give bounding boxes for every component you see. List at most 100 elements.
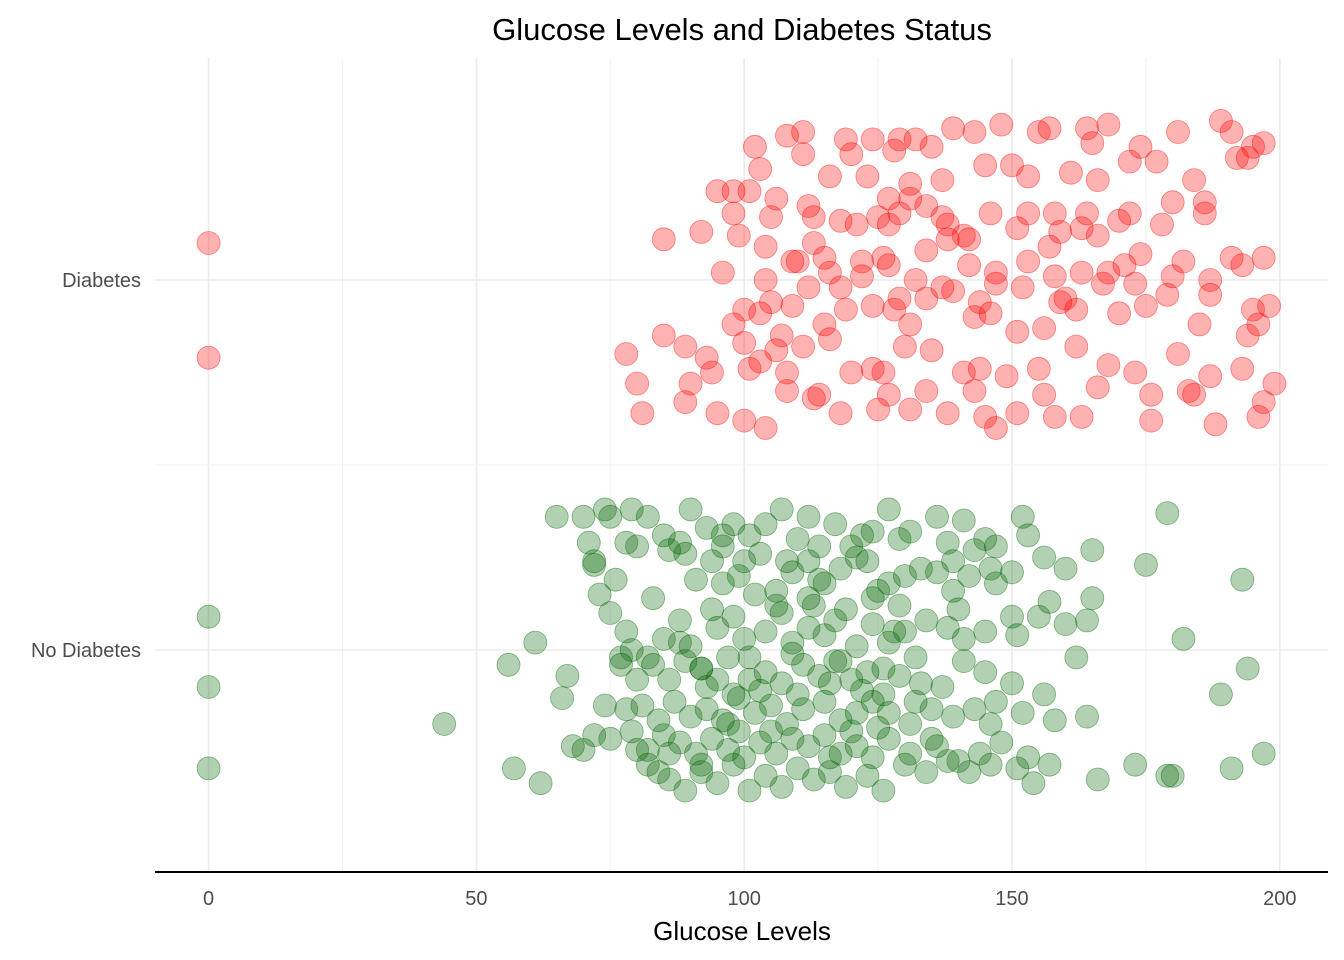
- data-point: [576, 530, 601, 555]
- data-point: [914, 379, 939, 403]
- data-point: [850, 249, 874, 274]
- data-point: [737, 778, 762, 803]
- data-point: [1053, 556, 1078, 581]
- data-point: [860, 689, 885, 714]
- data-point: [1010, 275, 1035, 300]
- data-point: [753, 416, 778, 440]
- data-point: [967, 290, 992, 315]
- data-point: [1048, 219, 1073, 244]
- data-point: [919, 726, 944, 751]
- data-point: [721, 682, 746, 707]
- data-point: [1198, 282, 1223, 307]
- data-point: [801, 231, 826, 255]
- data-point: [844, 734, 869, 759]
- data-point: [812, 723, 837, 747]
- data-point: [1091, 271, 1115, 296]
- data-point: [962, 538, 987, 562]
- data-point: [1016, 201, 1040, 226]
- data-point: [196, 675, 221, 699]
- data-point: [732, 745, 757, 770]
- data-point: [753, 234, 778, 259]
- data-point: [1000, 153, 1024, 178]
- data-point: [791, 697, 815, 722]
- data-point: [871, 682, 896, 707]
- data-point: [876, 186, 901, 211]
- data-point: [860, 612, 885, 636]
- data-point: [823, 512, 848, 537]
- data-point: [764, 186, 789, 211]
- data-point: [550, 686, 574, 710]
- data-point: [721, 201, 746, 226]
- data-point: [941, 578, 965, 603]
- data-point: [801, 767, 826, 792]
- data-point: [432, 712, 457, 736]
- x-tick-labels: 0 50 100 150 200: [203, 888, 1296, 910]
- data-point: [748, 349, 773, 374]
- data-point: [614, 342, 639, 366]
- data-point: [673, 778, 698, 803]
- data-point: [828, 708, 853, 733]
- data-point: [860, 356, 885, 381]
- data-point: [1096, 353, 1121, 378]
- data-point: [710, 523, 735, 548]
- data-point: [759, 205, 783, 230]
- data-point: [1069, 216, 1094, 241]
- data-point: [678, 704, 703, 729]
- data-point: [603, 567, 628, 592]
- data-point: [785, 527, 810, 551]
- data-point: [801, 386, 826, 411]
- data-point: [967, 356, 992, 381]
- data-point: [726, 686, 751, 710]
- data-point: [941, 704, 965, 729]
- data-point: [1219, 120, 1244, 144]
- data-point: [1246, 312, 1271, 337]
- data-point: [914, 760, 939, 784]
- data-point: [1064, 297, 1089, 322]
- data-point: [866, 205, 890, 230]
- data-point: [978, 556, 1003, 581]
- data-point: [635, 738, 660, 762]
- data-point: [1026, 356, 1051, 381]
- data-point: [1150, 212, 1174, 237]
- data-point: [1117, 149, 1142, 174]
- data-point: [1042, 404, 1067, 429]
- data-point: [898, 171, 923, 196]
- data-point: [1000, 604, 1024, 629]
- data-point: [651, 723, 676, 747]
- data-point: [1075, 116, 1099, 141]
- data-point: [743, 134, 767, 159]
- data-point: [780, 726, 805, 751]
- data-point: [860, 519, 885, 544]
- data-point: [1123, 752, 1148, 777]
- data-point: [962, 697, 987, 722]
- data-point: [582, 553, 607, 577]
- data-point: [1085, 168, 1110, 193]
- data-point: [914, 238, 939, 263]
- data-point: [1005, 401, 1030, 426]
- data-point: [1075, 201, 1099, 226]
- data-point: [839, 719, 864, 744]
- data-point: [684, 741, 708, 766]
- data-point: [721, 604, 746, 629]
- data-point: [657, 767, 682, 792]
- data-point: [1037, 116, 1062, 141]
- data-point: [791, 142, 815, 167]
- data-point: [582, 549, 607, 574]
- data-point: [796, 504, 821, 529]
- data-point: [1080, 538, 1105, 562]
- data-point: [930, 675, 955, 699]
- data-point: [721, 512, 746, 537]
- data-point: [984, 571, 1008, 596]
- data-point: [609, 652, 633, 677]
- data-point: [726, 564, 751, 588]
- data-point: [1235, 656, 1260, 681]
- data-point: [909, 671, 933, 696]
- data-point: [812, 689, 837, 714]
- data-point: [689, 656, 714, 681]
- data-point: [887, 593, 912, 618]
- data-point: [1042, 708, 1067, 733]
- data-point: [1069, 404, 1094, 429]
- x-tick-label: 50: [465, 888, 487, 910]
- data-point: [1016, 249, 1040, 274]
- data-point: [710, 571, 735, 596]
